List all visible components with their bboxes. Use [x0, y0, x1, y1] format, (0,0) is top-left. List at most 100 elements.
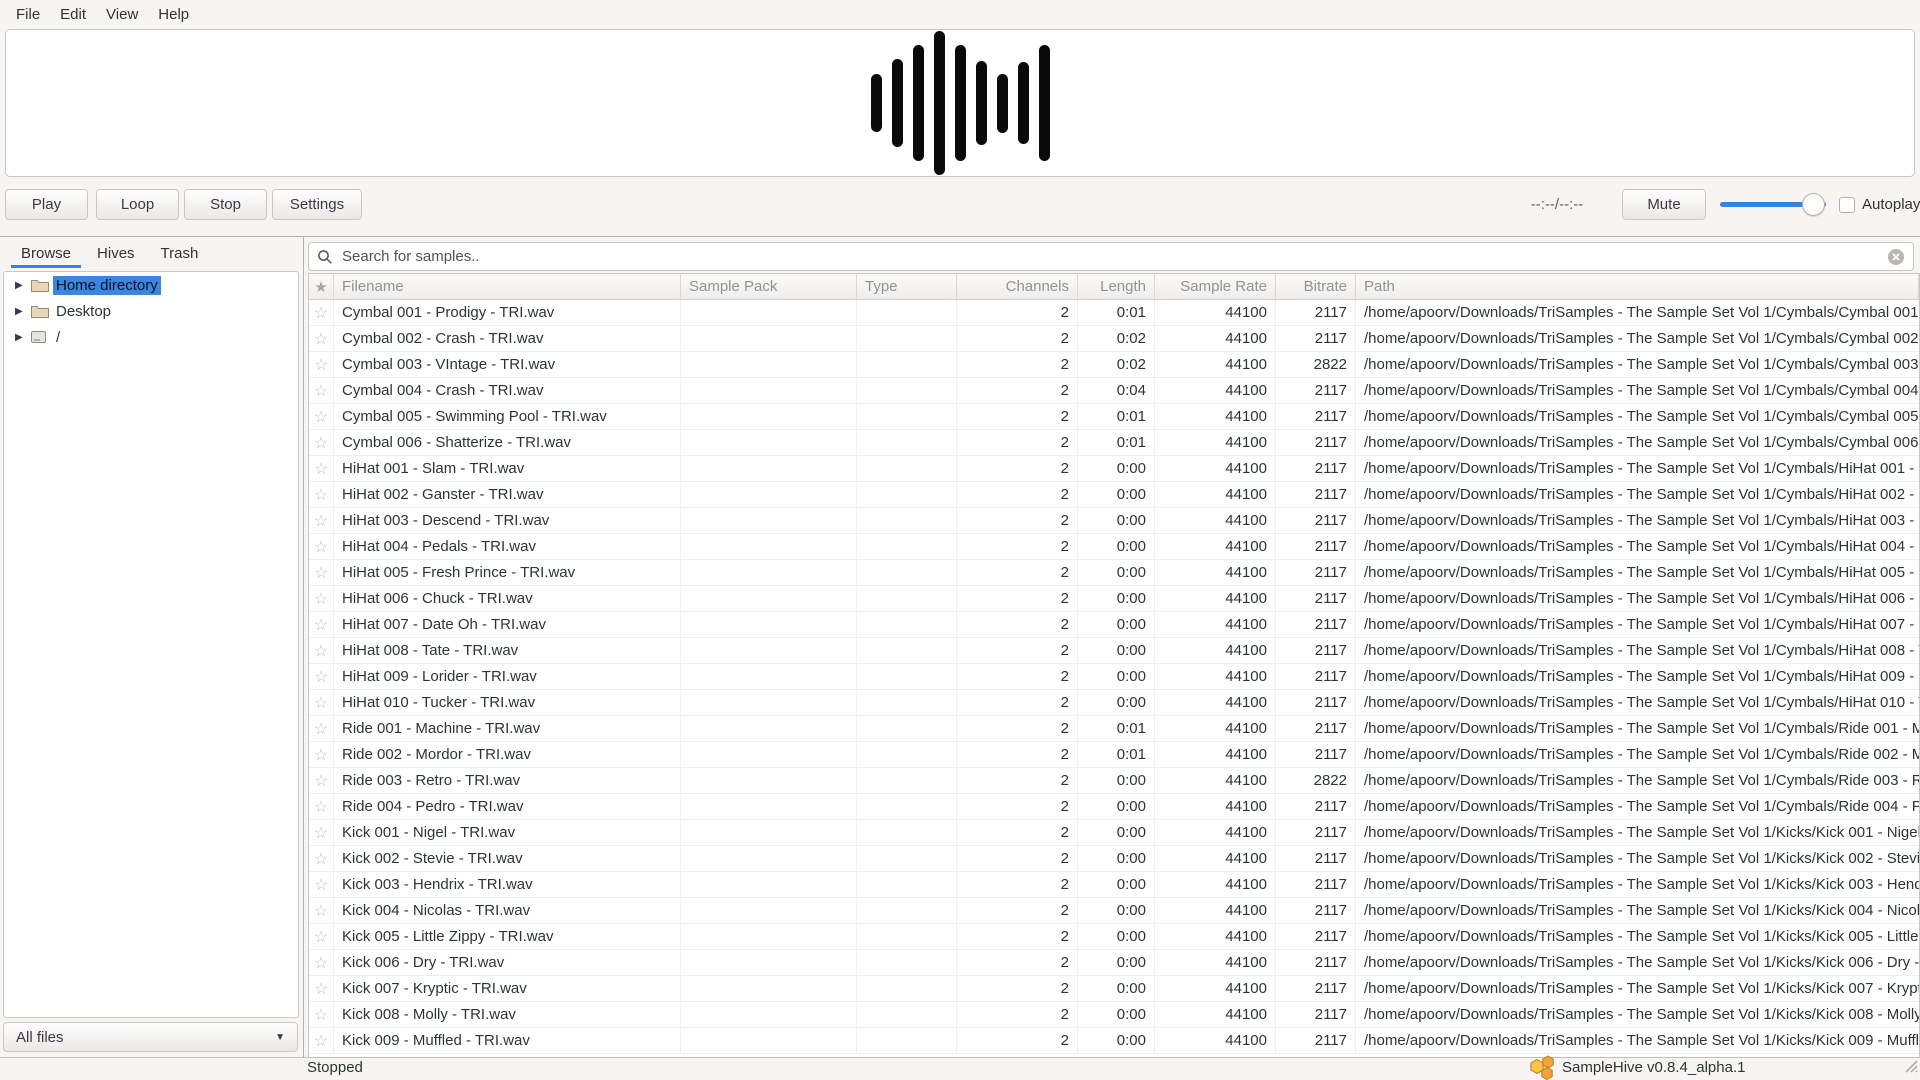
table-row[interactable]: ☆ HiHat 002 - Ganster - TRI.wav 2 0:00 4… — [309, 482, 1919, 508]
table-row[interactable]: ☆ Ride 002 - Mordor - TRI.wav 2 0:01 441… — [309, 742, 1919, 768]
table-row[interactable]: ☆ HiHat 003 - Descend - TRI.wav 2 0:00 4… — [309, 508, 1919, 534]
favorite-star-icon[interactable]: ☆ — [309, 456, 334, 481]
favorite-star-icon[interactable]: ☆ — [309, 508, 334, 533]
search-input[interactable] — [340, 247, 1880, 266]
cell-filename[interactable]: Cymbal 005 - Swimming Pool - TRI.wav — [334, 404, 681, 429]
favorite-star-icon[interactable]: ☆ — [309, 378, 334, 403]
expander-icon[interactable]: ▶ — [15, 331, 23, 343]
table-row[interactable]: ☆ Cymbal 005 - Swimming Pool - TRI.wav 2… — [309, 404, 1919, 430]
table-row[interactable]: ☆ HiHat 001 - Slam - TRI.wav 2 0:00 4410… — [309, 456, 1919, 482]
favorite-star-icon[interactable]: ☆ — [309, 1028, 334, 1053]
cell-filename[interactable]: Cymbal 004 - Crash - TRI.wav — [334, 378, 681, 403]
mute-button[interactable]: Mute — [1622, 189, 1706, 220]
favorite-star-icon[interactable]: ☆ — [309, 846, 334, 871]
cell-filename[interactable]: HiHat 004 - Pedals - TRI.wav — [334, 534, 681, 559]
column-header-bitrate[interactable]: Bitrate — [1276, 274, 1356, 299]
stop-button[interactable]: Stop — [184, 189, 267, 220]
menu-help[interactable]: Help — [158, 5, 190, 23]
tab-browse[interactable]: Browse — [8, 237, 84, 269]
cell-filename[interactable]: Kick 002 - Stevie - TRI.wav — [334, 846, 681, 871]
column-header-channels[interactable]: Channels — [957, 274, 1078, 299]
autoplay-checkbox[interactable] — [1839, 197, 1855, 213]
table-row[interactable]: ☆ HiHat 009 - Lorider - TRI.wav 2 0:00 4… — [309, 664, 1919, 690]
favorite-star-icon[interactable]: ☆ — [309, 742, 334, 767]
cell-filename[interactable]: HiHat 001 - Slam - TRI.wav — [334, 456, 681, 481]
column-header-path[interactable]: Path — [1356, 274, 1919, 299]
table-row[interactable]: ☆ HiHat 005 - Fresh Prince - TRI.wav 2 0… — [309, 560, 1919, 586]
table-row[interactable]: ☆ HiHat 004 - Pedals - TRI.wav 2 0:00 44… — [309, 534, 1919, 560]
cell-filename[interactable]: Cymbal 003 - VIntage - TRI.wav — [334, 352, 681, 377]
cell-filename[interactable]: Kick 004 - Nicolas - TRI.wav — [334, 898, 681, 923]
cell-filename[interactable]: HiHat 010 - Tucker - TRI.wav — [334, 690, 681, 715]
table-row[interactable]: ☆ Ride 004 - Pedro - TRI.wav 2 0:00 4410… — [309, 794, 1919, 820]
search-bar[interactable] — [308, 242, 1914, 271]
favorite-star-icon[interactable]: ☆ — [309, 482, 334, 507]
favorite-star-icon[interactable]: ☆ — [309, 690, 334, 715]
cell-filename[interactable]: Kick 007 - Kryptic - TRI.wav — [334, 976, 681, 1001]
table-row[interactable]: ☆ Kick 003 - Hendrix - TRI.wav 2 0:00 44… — [309, 872, 1919, 898]
table-row[interactable]: ☆ Cymbal 003 - VIntage - TRI.wav 2 0:02 … — [309, 352, 1919, 378]
favorite-column-header-icon[interactable]: ★ — [309, 274, 334, 299]
favorite-star-icon[interactable]: ☆ — [309, 560, 334, 585]
cell-filename[interactable]: HiHat 002 - Ganster - TRI.wav — [334, 482, 681, 507]
play-button[interactable]: Play — [5, 189, 88, 220]
column-header-filename[interactable]: Filename — [334, 274, 681, 299]
favorite-star-icon[interactable]: ☆ — [309, 950, 334, 975]
favorite-star-icon[interactable]: ☆ — [309, 664, 334, 689]
cell-filename[interactable]: Kick 003 - Hendrix - TRI.wav — [334, 872, 681, 897]
favorite-star-icon[interactable]: ☆ — [309, 430, 334, 455]
table-row[interactable]: ☆ Kick 002 - Stevie - TRI.wav 2 0:00 441… — [309, 846, 1919, 872]
waveform-panel[interactable] — [5, 29, 1915, 177]
table-row[interactable]: ☆ Cymbal 004 - Crash - TRI.wav 2 0:04 44… — [309, 378, 1919, 404]
settings-button[interactable]: Settings — [272, 189, 362, 220]
table-row[interactable]: ☆ Ride 003 - Retro - TRI.wav 2 0:00 4410… — [309, 768, 1919, 794]
menu-view[interactable]: View — [106, 5, 139, 23]
table-row[interactable]: ☆ Cymbal 002 - Crash - TRI.wav 2 0:02 44… — [309, 326, 1919, 352]
volume-slider[interactable] — [1720, 202, 1826, 207]
tab-hives[interactable]: Hives — [97, 244, 135, 262]
table-row[interactable]: ☆ Kick 001 - Nigel - TRI.wav 2 0:00 4410… — [309, 820, 1919, 846]
favorite-star-icon[interactable]: ☆ — [309, 794, 334, 819]
file-filter-dropdown[interactable]: All files ▼ — [3, 1022, 298, 1052]
cell-filename[interactable]: Ride 001 - Machine - TRI.wav — [334, 716, 681, 741]
favorite-star-icon[interactable]: ☆ — [309, 1002, 334, 1027]
tree-item-home-directory[interactable]: ▶ Home directory — [4, 272, 298, 298]
table-row[interactable]: ☆ Kick 006 - Dry - TRI.wav 2 0:00 44100 … — [309, 950, 1919, 976]
cell-filename[interactable]: Kick 001 - Nigel - TRI.wav — [334, 820, 681, 845]
table-row[interactable]: ☆ HiHat 008 - Tate - TRI.wav 2 0:00 4410… — [309, 638, 1919, 664]
volume-slider-handle[interactable] — [1802, 193, 1825, 216]
favorite-star-icon[interactable]: ☆ — [309, 768, 334, 793]
favorite-star-icon[interactable]: ☆ — [309, 612, 334, 637]
cell-filename[interactable]: Kick 009 - Muffled - TRI.wav — [334, 1028, 681, 1053]
cell-filename[interactable]: HiHat 006 - Chuck - TRI.wav — [334, 586, 681, 611]
expander-icon[interactable]: ▶ — [15, 279, 23, 291]
cell-filename[interactable]: Cymbal 001 - Prodigy - TRI.wav — [334, 300, 681, 325]
column-header-sample-rate[interactable]: Sample Rate — [1155, 274, 1276, 299]
table-row[interactable]: ☆ Kick 009 - Muffled - TRI.wav 2 0:00 44… — [309, 1028, 1919, 1054]
cell-filename[interactable]: Kick 005 - Little Zippy - TRI.wav — [334, 924, 681, 949]
cell-filename[interactable]: Ride 003 - Retro - TRI.wav — [334, 768, 681, 793]
tree-item-root[interactable]: ▶ / — [4, 324, 298, 350]
table-row[interactable]: ☆ Ride 001 - Machine - TRI.wav 2 0:01 44… — [309, 716, 1919, 742]
table-row[interactable]: ☆ Cymbal 006 - Shatterize - TRI.wav 2 0:… — [309, 430, 1919, 456]
cell-filename[interactable]: Ride 004 - Pedro - TRI.wav — [334, 794, 681, 819]
table-row[interactable]: ☆ HiHat 006 - Chuck - TRI.wav 2 0:00 441… — [309, 586, 1919, 612]
column-header-length[interactable]: Length — [1078, 274, 1155, 299]
table-row[interactable]: ☆ Cymbal 001 - Prodigy - TRI.wav 2 0:01 … — [309, 300, 1919, 326]
cell-filename[interactable]: HiHat 005 - Fresh Prince - TRI.wav — [334, 560, 681, 585]
cell-filename[interactable]: HiHat 007 - Date Oh - TRI.wav — [334, 612, 681, 637]
cell-filename[interactable]: HiHat 008 - Tate - TRI.wav — [334, 638, 681, 663]
favorite-star-icon[interactable]: ☆ — [309, 820, 334, 845]
favorite-star-icon[interactable]: ☆ — [309, 352, 334, 377]
loop-button[interactable]: Loop — [96, 189, 179, 220]
tab-trash[interactable]: Trash — [160, 244, 199, 262]
cell-filename[interactable]: HiHat 009 - Lorider - TRI.wav — [334, 664, 681, 689]
favorite-star-icon[interactable]: ☆ — [309, 638, 334, 663]
column-header-sample-pack[interactable]: Sample Pack — [681, 274, 857, 299]
cell-filename[interactable]: Kick 008 - Molly - TRI.wav — [334, 1002, 681, 1027]
resize-grip[interactable] — [1902, 1057, 1918, 1077]
favorite-star-icon[interactable]: ☆ — [309, 534, 334, 559]
favorite-star-icon[interactable]: ☆ — [309, 586, 334, 611]
table-row[interactable]: ☆ HiHat 010 - Tucker - TRI.wav 2 0:00 44… — [309, 690, 1919, 716]
table-row[interactable]: ☆ HiHat 007 - Date Oh - TRI.wav 2 0:00 4… — [309, 612, 1919, 638]
